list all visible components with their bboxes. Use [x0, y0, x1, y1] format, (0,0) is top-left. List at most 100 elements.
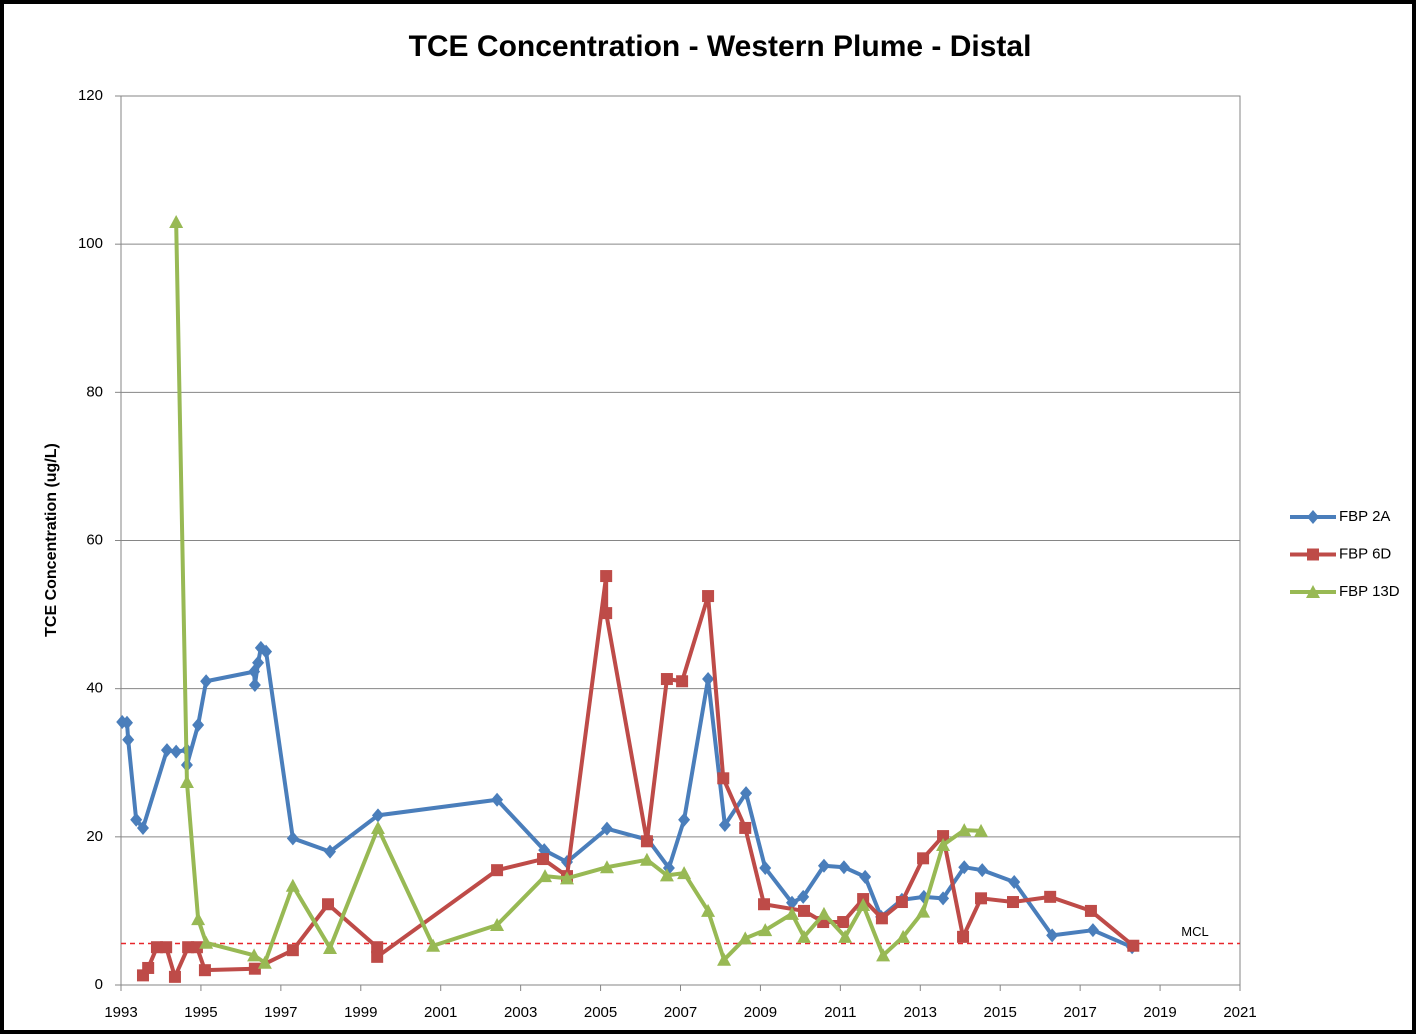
marker: [170, 744, 183, 759]
marker: [260, 644, 273, 659]
marker: [975, 892, 988, 905]
marker: [740, 786, 753, 801]
marker: [370, 820, 385, 834]
marker: [198, 964, 211, 977]
marker: [286, 944, 299, 957]
x-tick-label: 1999: [344, 1004, 377, 1021]
plot-frame: [120, 95, 1241, 986]
marker: [976, 863, 989, 878]
marker: [200, 674, 213, 689]
marker: [837, 860, 850, 875]
marker: [640, 835, 653, 848]
x-tick-label: 2013: [904, 1004, 937, 1021]
marker: [916, 904, 931, 918]
marker: [875, 912, 888, 925]
x-tick-label: 2003: [504, 1004, 537, 1021]
marker: [759, 860, 772, 875]
x-tick-label: 2021: [1223, 1004, 1256, 1021]
marker: [937, 830, 950, 843]
marker: [1084, 904, 1097, 917]
marker: [660, 673, 673, 686]
marker: [702, 590, 715, 603]
x-tick-label: 2001: [424, 1004, 457, 1021]
marker: [785, 906, 800, 920]
legend-label: FBP 6D: [1339, 545, 1391, 562]
marker: [537, 853, 550, 866]
marker: [758, 923, 773, 937]
y-tick-label: 120: [78, 87, 103, 104]
marker: [895, 896, 908, 909]
marker: [248, 962, 261, 975]
marker: [796, 929, 811, 943]
marker: [856, 897, 871, 911]
y-tick-label: 80: [86, 383, 103, 400]
marker: [797, 904, 810, 917]
marker: [371, 950, 384, 963]
marker: [1307, 548, 1319, 561]
x-tick-label: 1997: [264, 1004, 297, 1021]
marker: [702, 672, 715, 687]
marker: [322, 898, 335, 911]
y-axis-label: TCE Concentration (ug/L): [43, 443, 60, 637]
marker: [717, 952, 732, 966]
x-tick-label: 2005: [584, 1004, 617, 1021]
marker: [538, 869, 553, 883]
marker: [817, 858, 830, 873]
marker: [701, 903, 716, 917]
y-tick-label: 60: [86, 531, 103, 548]
marker: [168, 970, 181, 983]
legend-label: FBP 2A: [1339, 508, 1390, 525]
marker: [160, 743, 173, 758]
marker: [936, 837, 951, 851]
marker: [738, 931, 753, 945]
marker: [717, 772, 730, 785]
marker: [639, 852, 654, 866]
marker: [490, 917, 505, 931]
marker: [677, 866, 692, 880]
marker: [169, 214, 184, 228]
marker: [199, 935, 214, 949]
x-tick-label: 2017: [1063, 1004, 1096, 1021]
marker: [974, 823, 989, 837]
chart-title: TCE Concentration - Western Plume - Dist…: [409, 30, 1032, 63]
x-tick-label: 2011: [824, 1004, 856, 1021]
marker: [120, 715, 133, 730]
marker: [142, 961, 155, 974]
mcl-label: MCL: [1181, 924, 1208, 939]
marker: [816, 906, 831, 920]
marker: [130, 812, 143, 827]
marker: [1307, 510, 1319, 524]
x-tick-label: 1995: [184, 1004, 217, 1021]
x-tick-label: 2007: [664, 1004, 697, 1021]
marker: [739, 821, 752, 834]
marker: [191, 912, 206, 926]
marker: [917, 852, 930, 865]
marker: [599, 860, 614, 874]
marker: [323, 940, 338, 954]
marker: [957, 930, 970, 943]
marker: [491, 864, 504, 877]
y-tick-label: 40: [86, 680, 103, 697]
marker: [136, 820, 149, 835]
marker: [192, 717, 205, 732]
marker: [676, 675, 689, 688]
legend-label: FBP 13D: [1339, 583, 1400, 600]
marker: [257, 955, 272, 969]
x-tick-label: 2009: [744, 1004, 777, 1021]
marker: [1046, 928, 1059, 943]
marker: [247, 948, 262, 962]
marker: [1127, 939, 1140, 952]
marker: [150, 941, 163, 954]
marker: [937, 891, 950, 906]
marker: [600, 821, 613, 836]
marker: [160, 941, 173, 954]
marker: [1086, 923, 1099, 938]
marker: [718, 817, 731, 832]
marker: [600, 607, 613, 620]
marker: [1044, 890, 1057, 903]
marker: [371, 808, 384, 823]
marker: [859, 869, 872, 884]
marker: [896, 929, 911, 943]
